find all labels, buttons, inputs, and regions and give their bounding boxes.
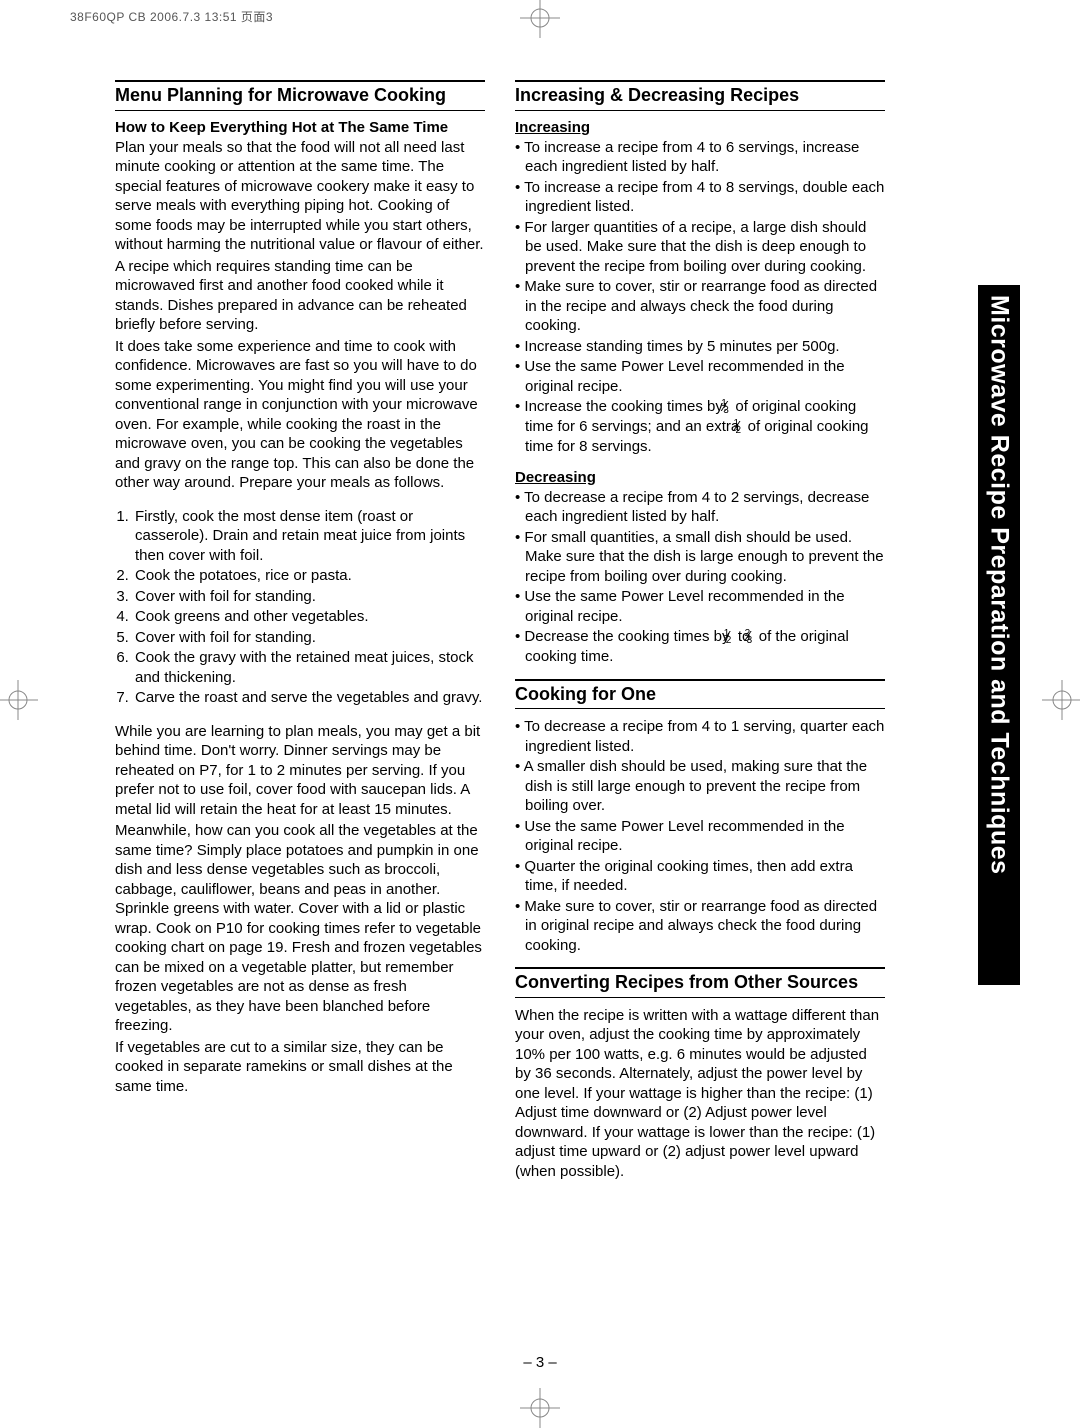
paragraph: While you are learning to plan meals, yo…: [115, 722, 485, 820]
list-item: Quarter the original cooking times, then…: [515, 857, 885, 896]
paragraph: If vegetables are cut to a similar size,…: [115, 1038, 485, 1097]
list-item: For small quantities, a small dish shoul…: [515, 528, 885, 587]
list-item: Decrease the cooking times by 1⁄2 to 2⁄3…: [515, 627, 885, 667]
paragraph: Plan your meals so that the food will no…: [115, 138, 485, 255]
list-item: To increase a recipe from 4 to 8 serving…: [515, 178, 885, 217]
list-item: Increase the cooking times by: 1⁄3 of or…: [515, 397, 885, 457]
section-title-menu-planning: Menu Planning for Microwave Cooking: [115, 80, 485, 111]
subhead-decreasing: Decreasing: [515, 469, 885, 486]
list-item: Carve the roast and serve the vegetables…: [133, 688, 485, 708]
registration-mark-left: [0, 680, 38, 720]
list-item: Make sure to cover, stir or rearrange fo…: [515, 277, 885, 336]
list-item: Use the same Power Level recommended in …: [515, 357, 885, 396]
list-item: Firstly, cook the most dense item (roast…: [133, 507, 485, 566]
paragraph: When the recipe is written with a wattag…: [515, 1006, 885, 1182]
left-column: Menu Planning for Microwave Cooking How …: [115, 80, 485, 1183]
list-item: Cook the gravy with the retained meat ju…: [133, 648, 485, 687]
print-header: 38F60QP CB 2006.7.3 13:51 页面3: [70, 8, 273, 25]
section-title-cooking-for-one: Cooking for One: [515, 679, 885, 710]
increasing-list: To increase a recipe from 4 to 6 serving…: [515, 138, 885, 457]
list-item: Use the same Power Level recommended in …: [515, 817, 885, 856]
list-item: Make sure to cover, stir or rearrange fo…: [515, 897, 885, 956]
list-item: Cook greens and other vegetables.: [133, 607, 485, 627]
paragraph: Meanwhile, how can you cook all the vege…: [115, 821, 485, 1036]
paragraph: A recipe which requires standing time ca…: [115, 257, 485, 335]
list-item: Cover with foil for standing.: [133, 587, 485, 607]
side-tab: Microwave Recipe Preparation and Techniq…: [978, 285, 1020, 985]
cooking-for-one-list: To decrease a recipe from 4 to 1 serving…: [515, 717, 885, 955]
registration-mark-bottom: [520, 1388, 560, 1428]
list-item: Increase standing times by 5 minutes per…: [515, 337, 885, 357]
list-item: A smaller dish should be used, making su…: [515, 757, 885, 816]
paragraph: It does take some experience and time to…: [115, 337, 485, 493]
registration-mark-right: [1042, 680, 1080, 720]
page-content: Menu Planning for Microwave Cooking How …: [115, 80, 965, 1183]
right-column: Increasing & Decreasing Recipes Increasi…: [515, 80, 885, 1183]
subhead-increasing: Increasing: [515, 119, 885, 136]
list-item: To decrease a recipe from 4 to 1 serving…: [515, 717, 885, 756]
list-item: Use the same Power Level recommended in …: [515, 587, 885, 626]
list-item: To decrease a recipe from 4 to 2 serving…: [515, 488, 885, 527]
steps-list: Firstly, cook the most dense item (roast…: [115, 507, 485, 708]
list-item: Cook the potatoes, rice or pasta.: [133, 566, 485, 586]
list-item: To increase a recipe from 4 to 6 serving…: [515, 138, 885, 177]
decreasing-list: To decrease a recipe from 4 to 2 serving…: [515, 488, 885, 667]
list-item: For larger quantities of a recipe, a lar…: [515, 218, 885, 277]
page-number: – 3 –: [523, 1354, 556, 1371]
section-title-converting: Converting Recipes from Other Sources: [515, 967, 885, 998]
subhead-keep-hot: How to Keep Everything Hot at The Same T…: [115, 119, 485, 136]
registration-mark-top: [520, 0, 560, 38]
list-item: Cover with foil for standing.: [133, 628, 485, 648]
section-title-inc-dec: Increasing & Decreasing Recipes: [515, 80, 885, 111]
